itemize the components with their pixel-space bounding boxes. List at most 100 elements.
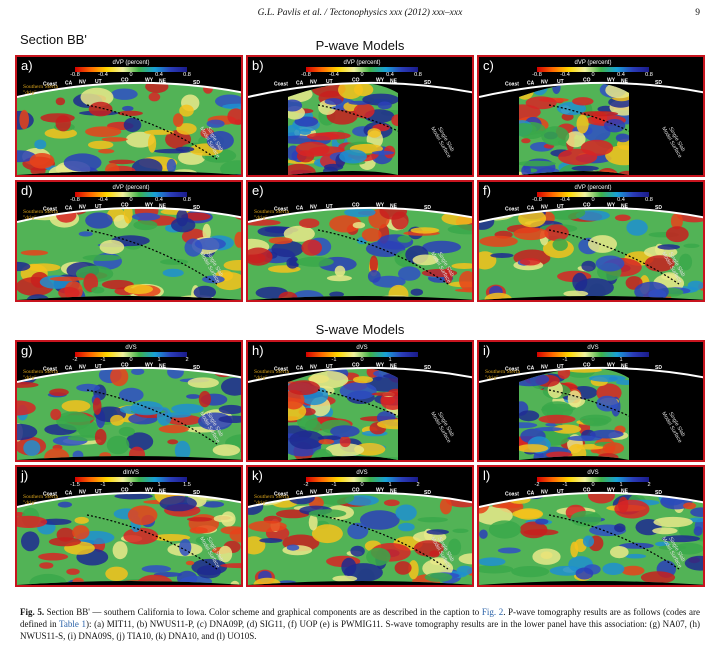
sierra-line-1: Southern Sierra	[254, 494, 289, 500]
colorbar-tick-label: -2	[303, 482, 309, 488]
colorbar-ticks: -0.8 -0.4 0 0.4 0.8	[301, 72, 422, 79]
province-label: Coast	[274, 81, 288, 87]
colorbar-tick-label: 0	[360, 482, 364, 488]
province-label: SD	[193, 205, 200, 211]
caption-link-fig2[interactable]: Fig. 2	[481, 607, 504, 617]
colorbar-tick-label: -0.8	[70, 197, 80, 203]
colorbar-tick-label: 0.4	[617, 197, 625, 203]
tomography-section: Coast CA NV UT CO WY NE SD	[17, 363, 241, 460]
tomography-section: Coast CA NV UT CO WY NE SD	[248, 203, 472, 300]
colorbar-tick-label: -0.4	[560, 197, 570, 203]
colorbar-tick-label: 2	[185, 357, 189, 363]
colorbar-gradient	[306, 67, 418, 72]
colorbar-ticks: -1.5 -1 0 1 1.5	[70, 482, 191, 489]
province-label: NV	[79, 80, 87, 86]
sierra-line-1: Southern Sierra	[254, 209, 289, 215]
caption-label: Fig. 5.	[20, 607, 45, 617]
province-label: SD	[655, 490, 662, 496]
colorbar-tick-label: -1	[331, 482, 337, 488]
caption-text-1: Section BB' — southern California to Iow…	[44, 607, 482, 617]
colorbar-gradient	[75, 67, 187, 72]
province-label: SD	[193, 490, 200, 496]
province-label: NV	[310, 490, 318, 496]
earth-surface-line	[17, 491, 241, 508]
panel-d: Coast CA NV UT CO WY NE SD d) dVP (percent) -0.8 -0…	[15, 180, 243, 302]
panel-label: g)	[21, 343, 33, 358]
province-label: UT	[95, 79, 102, 85]
colorbar-gradient	[537, 477, 649, 482]
colorbar-tick-label: 0	[591, 357, 595, 363]
province-label: NE	[390, 363, 398, 369]
colorbar-tick-label: 1	[619, 357, 623, 363]
province-label: UT	[557, 79, 564, 85]
panel-label: a)	[21, 58, 33, 73]
province-label: Coast	[43, 206, 57, 212]
province-label: NE	[390, 78, 398, 84]
province-label: NE	[159, 488, 167, 494]
slab-surface-dashed-line	[86, 229, 218, 285]
panel-f: Coast CA NV UT CO WY NE SD f) dVP (percent) -0.8 -0…	[477, 180, 705, 302]
colorbar-gradient	[75, 352, 187, 357]
province-label: SD	[424, 80, 431, 86]
panel-label: b)	[252, 58, 264, 73]
caption-link-table1[interactable]: Table 1	[59, 618, 86, 629]
province-label: NV	[79, 205, 87, 211]
province-label: UT	[326, 364, 333, 370]
province-label: CO	[583, 203, 591, 209]
earth-surface-line	[17, 81, 241, 98]
colorbar-title: dVS	[125, 345, 137, 351]
colorbar-tick-label: 0.8	[183, 197, 191, 203]
colorbar-tick-label: 0.4	[386, 72, 394, 78]
province-label: NV	[541, 365, 549, 371]
colorbar-tick-label: -1	[331, 357, 337, 363]
colorbar-tick-label: -0.4	[98, 197, 108, 203]
province-label: CO	[583, 488, 591, 494]
running-header: G.L. Pavlis et al. / Tectonophysics xxx …	[0, 8, 720, 22]
colorbar-tick-label: 0.8	[645, 197, 653, 203]
province-label: CA	[65, 490, 73, 496]
province-label: NE	[159, 363, 167, 369]
panel-label: k)	[252, 468, 263, 483]
colorbar-ticks: -1 0 1	[306, 357, 418, 364]
province-label: SD	[424, 205, 431, 211]
section-title: Section BB'	[20, 32, 87, 47]
province-label: Coast	[43, 491, 57, 497]
province-label: UT	[326, 204, 333, 210]
colorbar-tick-label: 0.4	[155, 197, 163, 203]
southern-sierra-annotation: Southern Sierra "drip"	[23, 369, 58, 381]
province-label: CO	[583, 363, 591, 369]
tomography-section: Coast CA NV UT CO WY NE SD	[248, 363, 472, 460]
colorbar-title: dVP (percent)	[574, 60, 612, 66]
colorbar-gradient	[537, 352, 649, 357]
panel-label: e)	[252, 183, 264, 198]
province-label: NV	[310, 205, 318, 211]
earth-surface-line	[248, 206, 472, 223]
province-label: SD	[193, 365, 200, 371]
province-label: WY	[145, 203, 154, 209]
province-label: SD	[424, 365, 431, 371]
colorbar-tick-label: 0	[129, 72, 133, 78]
province-label: UT	[95, 489, 102, 495]
colorbar-tick-label: -0.8	[301, 72, 311, 78]
earth-surface-line	[248, 491, 472, 508]
panel-e: Coast CA NV UT CO WY NE SD e) Southern Sierra "dri…	[246, 180, 474, 302]
colorbar-ticks: -1 0 1	[537, 357, 649, 364]
province-label: NE	[390, 488, 398, 494]
sierra-line-2: "drip"	[23, 500, 37, 506]
province-label: CO	[121, 203, 129, 209]
colorbar-gradient	[537, 67, 649, 72]
colorbar-ticks: -2 -1 0 1 2	[535, 482, 651, 489]
colorbar-tick-label: 2	[647, 482, 651, 488]
earth-surface-line	[479, 81, 703, 98]
sierra-line-1: Southern Sierra	[23, 369, 58, 375]
colorbar-ticks: -2 -1 0 1 2	[303, 482, 420, 489]
colorbar-tick-label: 0	[591, 482, 595, 488]
colorbar-title: dlnVS	[122, 470, 139, 476]
panel-g: Coast CA NV UT CO WY NE SD g) dVS -2 -1 0 1 2 Southern …	[15, 340, 243, 462]
province-label: NE	[390, 203, 398, 209]
province-label: WY	[376, 203, 385, 209]
sierra-line-1: Southern Sierra	[485, 369, 520, 375]
panel-label: i)	[483, 343, 491, 358]
province-label: UT	[326, 79, 333, 85]
province-label: CA	[296, 80, 304, 86]
